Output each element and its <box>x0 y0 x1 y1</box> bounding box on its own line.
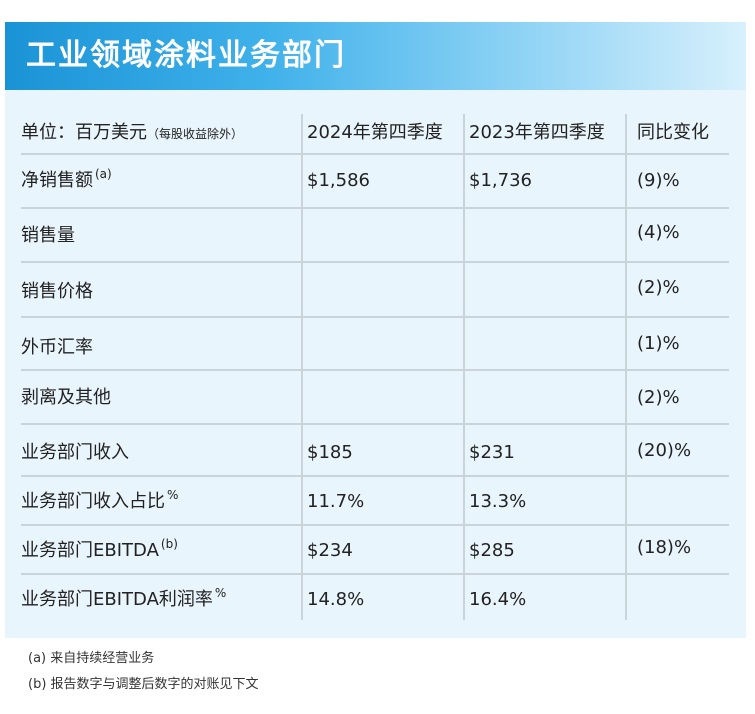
table-row: 销售量 (4)% <box>21 209 729 263</box>
header-unit-note: （每股收益除外） <box>147 127 244 141</box>
row-value-yoy: (1)% <box>637 333 680 354</box>
row-label: 剥离及其他 <box>21 387 111 408</box>
row-value-2023q4: 16.4% <box>469 589 527 610</box>
row-label-sup: % <box>167 488 179 502</box>
table-header-row: 单位：百万美元（每股收益除外） 2024年第四季度 2023年第四季度 同比变化 <box>21 114 729 155</box>
row-label: 销售价格 <box>21 281 93 302</box>
row-label: 销售量 <box>21 225 75 246</box>
row-label-sup: (a) <box>95 167 112 181</box>
header-col-2023q4: 2023年第四季度 <box>469 122 605 143</box>
row-label-cell: 剥离及其他 <box>21 387 297 409</box>
column-divider <box>463 114 465 620</box>
row-label-cell: 净销售额 (a) <box>21 167 297 192</box>
row-value-yoy: (2)% <box>637 387 680 408</box>
row-label: 业务部门EBITDA利润率 <box>21 589 213 610</box>
row-label-cell: 业务部门收入 <box>21 442 297 464</box>
row-label-cell: 业务部门收入占比% <box>21 488 297 513</box>
row-value-2023q4: $231 <box>469 442 515 463</box>
row-label-cell: 外币汇率 <box>21 337 297 359</box>
row-value-2024q4: 14.8% <box>307 589 365 610</box>
table-row: 净销售额 (a) $1,586 $1,736 (9)% <box>21 155 729 209</box>
row-label-cell: 销售价格 <box>21 281 297 303</box>
column-divider <box>301 114 303 620</box>
row-label-cell: 业务部门EBITDA (b) <box>21 537 297 562</box>
table-row: 业务部门EBITDA利润率% 14.8% 16.4% <box>21 575 729 620</box>
row-label: 外币汇率 <box>21 337 93 358</box>
row-value-yoy: (4)% <box>637 222 680 243</box>
row-value-yoy: (20)% <box>637 440 692 461</box>
table-row: 销售价格 (2)% <box>21 263 729 318</box>
header-col-yoy: 同比变化 <box>637 122 709 143</box>
row-value-2024q4: 11.7% <box>307 491 365 512</box>
header-unit-label: 单位：百万美元 <box>21 122 147 143</box>
row-label: 净销售额 <box>21 170 93 191</box>
row-label: 业务部门EBITDA <box>21 540 159 561</box>
row-value-2023q4: $1,736 <box>469 170 532 191</box>
row-value-yoy: (2)% <box>637 277 680 298</box>
row-label-sup: % <box>214 586 227 600</box>
page-title: 工业领域涂料业务部门 <box>26 38 346 73</box>
table-panel <box>5 90 746 638</box>
footnote-a: (a) 来自持续经营业务 <box>28 651 155 666</box>
row-value-2023q4: 13.3% <box>469 491 527 512</box>
row-value-2024q4: $234 <box>307 540 353 561</box>
header-unit-cell: 单位：百万美元（每股收益除外） <box>21 122 297 145</box>
row-value-2023q4: $285 <box>469 540 515 561</box>
header-col-2024q4: 2024年第四季度 <box>307 122 443 143</box>
row-label: 业务部门收入占比 <box>21 491 165 512</box>
row-label: 业务部门收入 <box>21 442 129 463</box>
title-banner: 工业领域涂料业务部门 <box>5 22 746 90</box>
footnote-b: (b) 报告数字与调整后数字的对账见下文 <box>28 677 259 692</box>
column-divider <box>625 114 627 620</box>
row-value-yoy: (18)% <box>637 537 692 558</box>
row-label-sup: (b) <box>160 537 178 551</box>
table-row: 业务部门收入 $185 $231 (20)% <box>21 425 729 477</box>
table-row: 外币汇率 (1)% <box>21 318 729 371</box>
row-value-2024q4: $1,586 <box>307 170 370 191</box>
table-row: 业务部门EBITDA (b) $234 $285 (18)% <box>21 526 729 575</box>
table-row: 业务部门收入占比% 11.7% 13.3% <box>21 477 729 526</box>
row-label-cell: 销售量 <box>21 225 297 247</box>
row-value-2024q4: $185 <box>307 442 353 463</box>
row-value-yoy: (9)% <box>637 170 680 191</box>
table-row: 剥离及其他 (2)% <box>21 371 729 425</box>
row-label-cell: 业务部门EBITDA利润率% <box>21 586 297 611</box>
